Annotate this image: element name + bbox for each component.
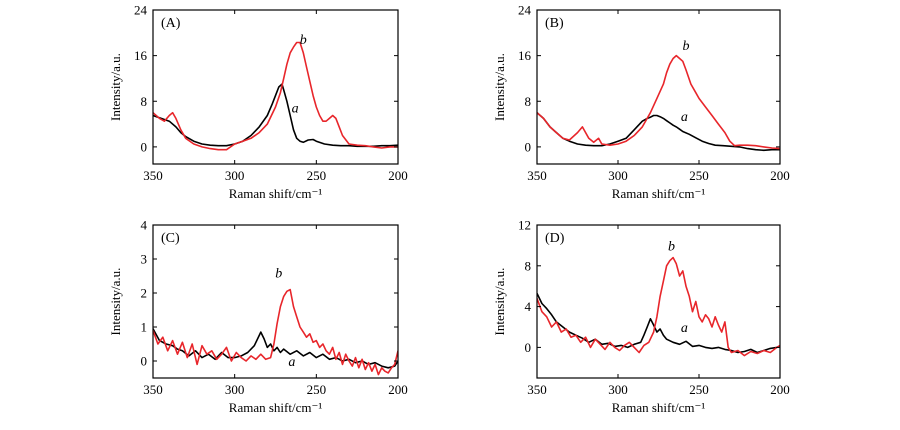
panel-c-y-tick-label: 3 xyxy=(141,252,148,267)
panel-b-x-tick-label: 200 xyxy=(770,168,790,183)
panel-c-series-a-line xyxy=(153,328,398,369)
panel-c-series-b-line xyxy=(153,288,398,376)
panel-b-x-tick-label: 350 xyxy=(527,168,547,183)
panel-b-series-b-label: b xyxy=(683,39,690,54)
panel-d-y-axis-label: Intensity/a.u. xyxy=(492,268,507,336)
panel-c-y-tick-label: 2 xyxy=(141,286,148,301)
panel-d-y-tick-label: 8 xyxy=(525,258,532,273)
panel-c-y-tick-label: 0 xyxy=(141,354,148,369)
panel-a-y-tick-label: 0 xyxy=(141,139,148,154)
panel-a-series-b-line xyxy=(153,41,398,151)
panel-b-series-a-label: a xyxy=(681,110,688,125)
panel-c-panel-label: (C) xyxy=(161,231,180,246)
panel-a-x-tick-label: 200 xyxy=(388,168,408,183)
panel-a-y-axis-label: Intensity/a.u. xyxy=(108,53,123,121)
panel-c-y-tick-label: 1 xyxy=(141,320,148,335)
panel-c-series-a-label: a xyxy=(288,355,295,370)
panel-d-x-tick-label: 300 xyxy=(608,382,628,397)
panel-a-y-tick-label: 8 xyxy=(141,94,148,109)
panel-b-plot-frame xyxy=(536,9,781,165)
panel-d-y-tick-label: 12 xyxy=(518,218,531,233)
panel-a-y-tick-label: 16 xyxy=(134,48,148,63)
panel-c-plot-frame xyxy=(152,224,399,379)
panel-b-y-tick-label: 0 xyxy=(525,139,532,154)
panel-b-y-tick-label: 24 xyxy=(518,3,532,18)
panel-b-x-axis-label: Raman shift/cm⁻¹ xyxy=(612,186,706,201)
panel-b-y-tick-label: 8 xyxy=(525,94,532,109)
panel-a-series-b-label: b xyxy=(300,33,307,48)
panel-d-panel-label: (D) xyxy=(545,231,565,246)
panel-d-x-tick-label: 200 xyxy=(770,382,790,397)
panel-a-x-tick-label: 350 xyxy=(143,168,163,183)
panel-b-x-tick-label: 300 xyxy=(608,168,628,183)
panel-a-y-tick-label: 24 xyxy=(134,3,148,18)
panel-c-x-tick-label: 200 xyxy=(388,382,408,397)
panel-b-y-axis-label: Intensity/a.u. xyxy=(492,53,507,121)
panel-b-panel-label: (B) xyxy=(545,16,564,31)
panel-a-series-a-label: a xyxy=(292,102,299,117)
panel-d-x-axis-label: Raman shift/cm⁻¹ xyxy=(612,400,706,415)
panel-d-y-tick-label: 4 xyxy=(525,299,532,314)
panel-b-series-b-line xyxy=(537,54,780,150)
panel-c: 350 300 250 200 0 1 2 3 4 Raman shift/cm⁻¹ Intensi… xyxy=(108,218,408,416)
panel-d-series-b-label: b xyxy=(668,240,675,255)
panel-a: 350 300 250 200 0 8 16 24 Raman shift/cm⁻¹ Intens… xyxy=(108,3,408,202)
panel-c-y-tick-label: 4 xyxy=(141,218,148,233)
panel-c-x-tick-label: 300 xyxy=(225,382,245,397)
panel-a-x-tick-label: 250 xyxy=(307,168,327,183)
panel-b-series-a-line xyxy=(537,112,780,152)
panel-d-series-a-label: a xyxy=(681,321,688,336)
panel-a-x-axis-label: Raman shift/cm⁻¹ xyxy=(229,186,323,201)
panel-d-x-tick-label: 350 xyxy=(527,382,547,397)
panel-b-x-tick-label: 250 xyxy=(689,168,709,183)
panel-c-x-tick-label: 250 xyxy=(307,382,327,397)
panel-d-x-tick-label: 250 xyxy=(689,382,709,397)
panel-d-series-b-line xyxy=(537,256,780,357)
panel-a-series-a-line xyxy=(153,83,398,148)
panel-c-y-axis-label: Intensity/a.u. xyxy=(108,268,123,336)
panel-a-plot-frame xyxy=(152,9,399,165)
panel-c-x-axis-label: Raman shift/cm⁻¹ xyxy=(229,400,323,415)
panel-d-plot-frame xyxy=(536,224,781,379)
panel-d: 350 300 250 200 0 4 8 12 Raman shift/cm⁻¹ Intensi… xyxy=(492,218,790,416)
panel-b-y-tick-label: 16 xyxy=(518,48,532,63)
panel-a-panel-label: (A) xyxy=(161,16,181,31)
panel-a-x-tick-label: 300 xyxy=(225,168,245,183)
panel-b: 350 300 250 200 0 8 16 24 Raman shift/cm⁻¹ Intens… xyxy=(492,3,790,202)
panel-c-x-tick-label: 350 xyxy=(143,382,163,397)
panel-d-y-tick-label: 0 xyxy=(525,340,532,355)
panel-c-series-b-label: b xyxy=(275,267,282,282)
